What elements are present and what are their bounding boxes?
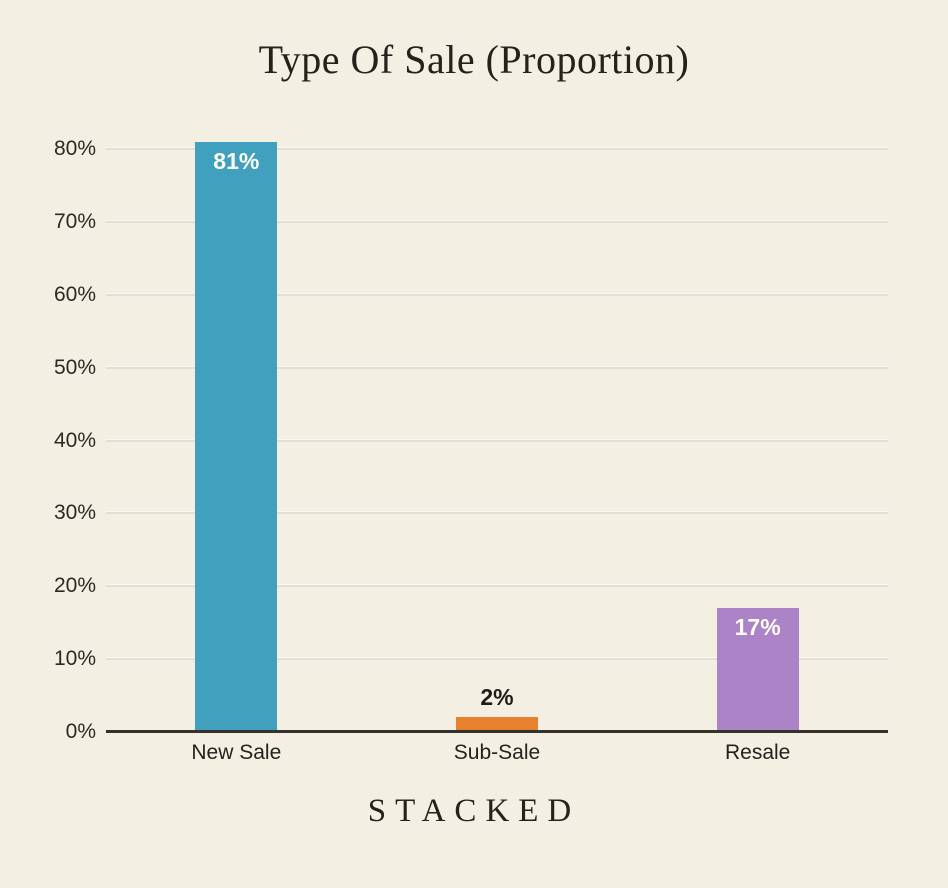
- y-axis: 0% 10% 20% 30% 40% 50% 60% 70% 80%: [0, 0, 96, 743]
- bar-value-label: 2%: [480, 684, 514, 710]
- gridline: [106, 148, 888, 150]
- x-axis-line: [106, 730, 888, 733]
- bar-value-label: 81%: [213, 148, 260, 174]
- gridline: [106, 512, 888, 515]
- bar: [455, 717, 538, 732]
- y-axis-tick-label: 50%: [53, 355, 96, 379]
- x-axis-labels: New Sale Sub-Sale Resale: [106, 740, 888, 768]
- y-axis-tick-label: 10%: [53, 647, 96, 671]
- y-axis-tick-label: 0%: [65, 720, 96, 743]
- brand-watermark: STACKED: [367, 793, 581, 829]
- y-axis-tick-label: 20%: [53, 574, 96, 598]
- gridline: [106, 439, 888, 442]
- bar: 17%: [716, 608, 799, 732]
- gridline: [106, 293, 888, 296]
- plot-area: 81% 2% 17%: [106, 0, 888, 733]
- gridline: [106, 585, 888, 588]
- y-axis-tick-label: 70%: [53, 209, 96, 233]
- y-axis-tick-label: 60%: [53, 282, 96, 306]
- y-axis-tick-label: 80%: [53, 137, 96, 160]
- x-axis-label: Sub-Sale: [453, 741, 541, 764]
- bar: 81%: [195, 142, 278, 732]
- x-axis-label: New Sale: [191, 741, 282, 764]
- gridline: [106, 220, 888, 223]
- bar-column: 17%: [627, 0, 888, 732]
- y-axis-tick-label: 40%: [53, 428, 96, 452]
- chart-title: Type Of Sale (Proportion): [258, 37, 690, 82]
- bar-value-label: 17%: [734, 614, 781, 640]
- gridline: [106, 658, 888, 661]
- bar-column: 81%: [106, 0, 367, 732]
- bar-column: 2%: [367, 0, 628, 732]
- gridline: [106, 366, 888, 369]
- y-axis-tick-label: 30%: [53, 501, 96, 525]
- x-axis-label: Resale: [724, 741, 791, 764]
